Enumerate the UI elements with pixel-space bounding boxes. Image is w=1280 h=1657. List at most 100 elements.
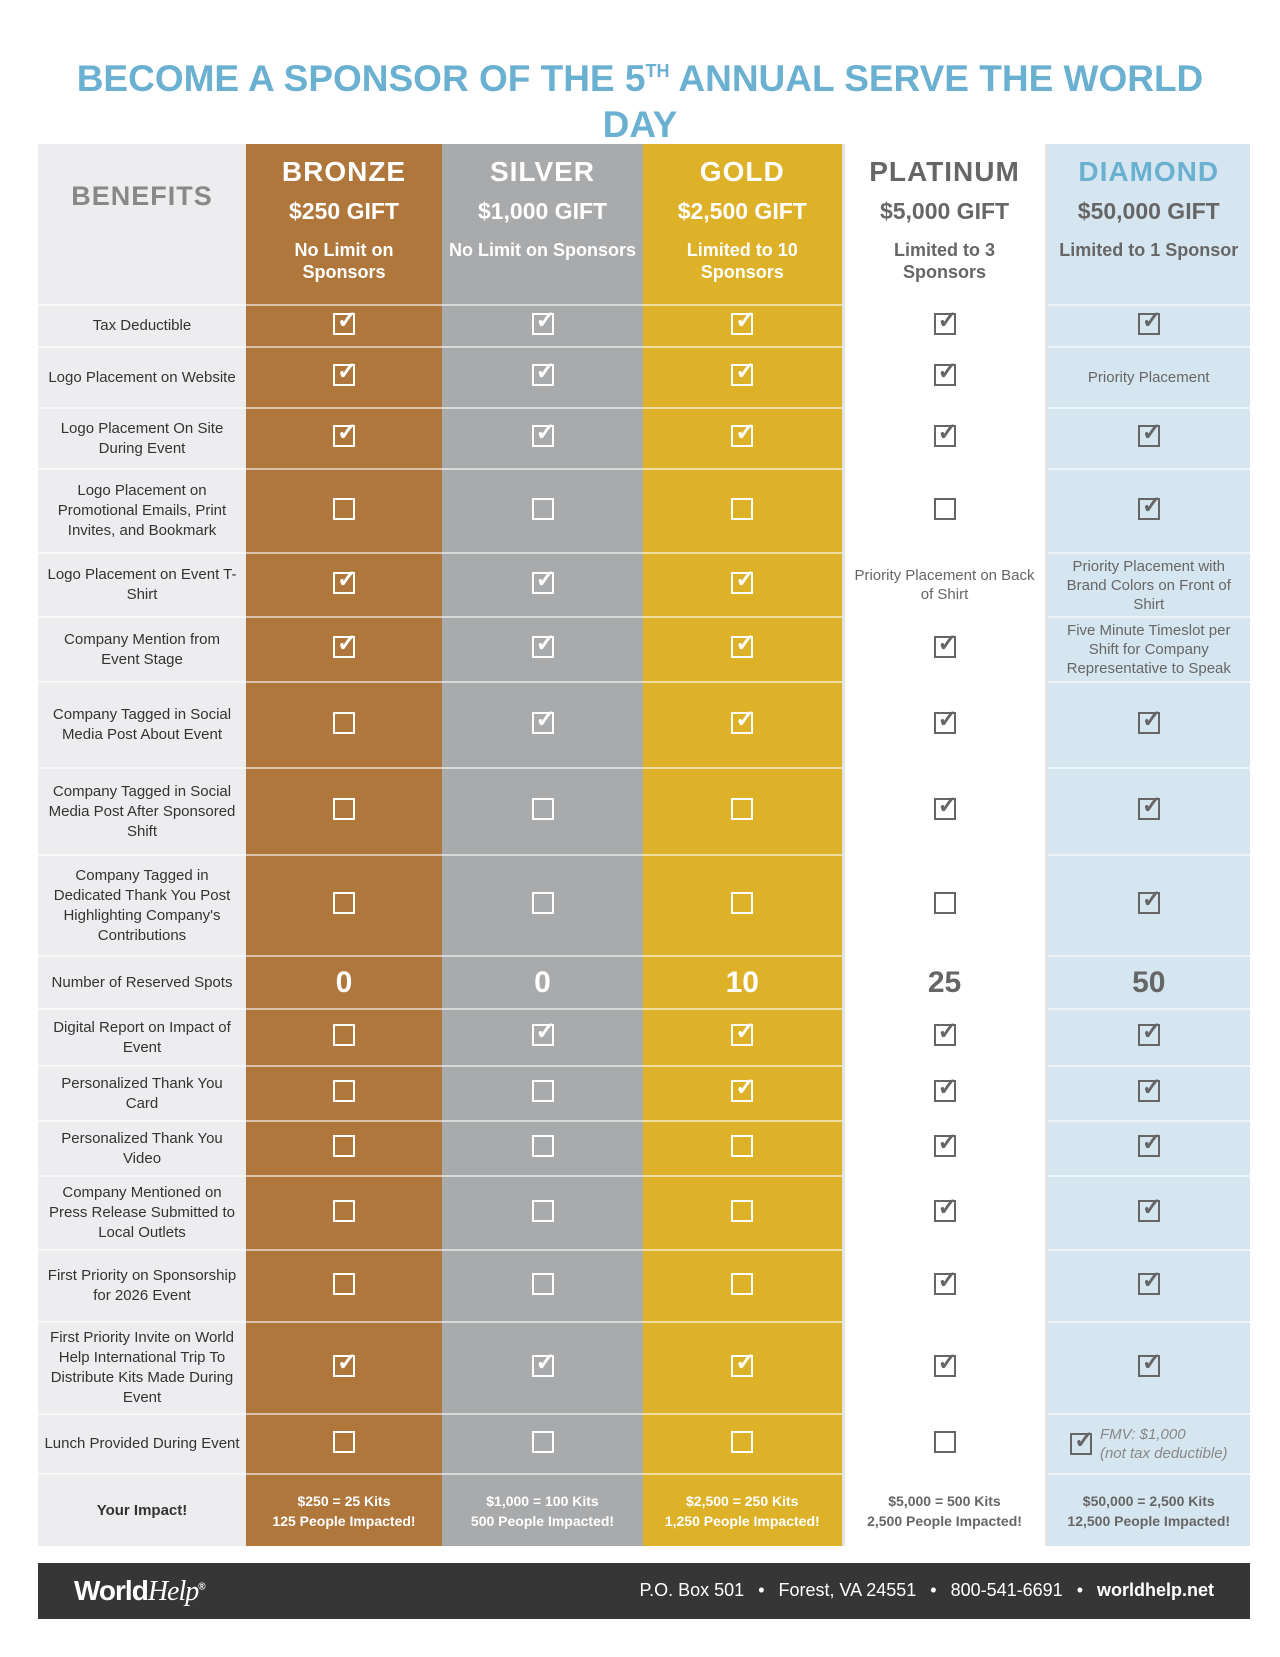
cell-platinum: [841, 854, 1048, 956]
checked-box-icon: ✓: [1137, 493, 1162, 520]
cell-bronze: [246, 1065, 442, 1121]
cell-silver: [442, 767, 643, 855]
cell-diamond: ✓: [1046, 1321, 1250, 1414]
checked-box-icon: ✓: [731, 360, 755, 386]
checked-box-icon: ✓: [1137, 888, 1162, 914]
reserved-spots: 0: [335, 965, 353, 999]
benefit-label: Company Mentioned on Press Release Submi…: [38, 1175, 246, 1250]
checked-box-icon: ✓: [333, 421, 357, 447]
table-row: Logo Placement on Website ✓ ✓ ✓ ✓ Priority Pl…: [38, 346, 1250, 408]
checked-box-icon: ✓: [933, 1131, 958, 1157]
cell-platinum: [841, 468, 1048, 553]
cell-gold: ✓: [643, 552, 843, 617]
cell-bronze: ✓: [246, 304, 442, 347]
empty-box-icon: [531, 1199, 554, 1222]
checked-box-icon: ✓: [531, 421, 556, 447]
cell-gold: ✓: [643, 407, 843, 469]
checked-box-icon: ✓: [1137, 1350, 1162, 1377]
empty-box-icon: [531, 497, 554, 520]
tier-header-platinum: PLATINUM $5,000 GIFT Limited to 3 Sponso…: [841, 144, 1048, 305]
cell-platinum: ✓: [841, 681, 1048, 768]
table-row: Logo Placement on Event T-Shirt ✓ ✓ ✓ Priori…: [38, 552, 1250, 617]
empty-box-icon: [731, 892, 754, 914]
tier-header-diamond: DIAMOND $50,000 GIFT Limited to 1 Sponso…: [1046, 144, 1250, 305]
table-row: Company Tagged in Social Media Post Afte…: [38, 767, 1250, 855]
cell-bronze: [246, 1008, 442, 1066]
website-link[interactable]: worldhelp.net: [1097, 1580, 1214, 1600]
checked-box-icon: ✓: [1137, 1076, 1162, 1102]
cell-bronze: ✓: [246, 407, 442, 469]
checked-box-icon: ✓: [1137, 794, 1162, 820]
address: P.O. Box 501: [639, 1580, 745, 1600]
cell-gold: ✓: [643, 1321, 843, 1414]
tier-header-gold: GOLD $2,500 GIFT Limited to 10 Sponsors: [643, 144, 843, 305]
checked-box-icon: ✓: [933, 794, 958, 820]
cell-gold: 10: [643, 955, 843, 1009]
tier-gift: $250 GIFT: [289, 198, 399, 224]
cell-bronze: [246, 1413, 442, 1474]
tier-limit: Limited to 10 Sponsors: [686, 240, 798, 282]
cell-platinum: ✓: [841, 407, 1048, 469]
cell-platinum: ✓: [841, 1008, 1048, 1066]
fmv-note: (not tax deductible): [1099, 1445, 1228, 1462]
impact-bronze: $250 = 25 Kits 125 People Impacted!: [246, 1473, 442, 1546]
cell-silver: 0: [442, 955, 643, 1009]
cell-gold: [643, 1120, 843, 1176]
checked-box-icon: ✓: [333, 360, 357, 386]
phone: 800-541-6691: [950, 1580, 1063, 1600]
cell-diamond: Priority Placement with Brand Colors on …: [1046, 552, 1250, 617]
cell-bronze: [246, 1120, 442, 1176]
checked-box-icon: ✓: [731, 632, 755, 658]
checked-box-icon: ✓: [333, 567, 357, 594]
cell-gold: [643, 854, 843, 956]
cell-silver: ✓: [442, 681, 643, 768]
empty-box-icon: [731, 1430, 754, 1453]
cell-diamond: ✓: [1046, 407, 1250, 469]
checked-box-icon: ✓: [531, 308, 556, 335]
cell-diamond: 50: [1046, 955, 1250, 1009]
tier-name: SILVER: [489, 156, 596, 187]
cell-platinum: ✓: [841, 1321, 1048, 1414]
tier-name: BRONZE: [281, 156, 407, 187]
cell-bronze: [246, 1175, 442, 1250]
checked-box-icon: ✓: [933, 1020, 958, 1046]
cell-diamond: ✓: [1046, 304, 1250, 347]
cell-gold: ✓: [643, 346, 843, 408]
empty-box-icon: [933, 497, 956, 520]
cell-bronze: [246, 468, 442, 553]
checked-box-icon: ✓: [731, 567, 755, 594]
benefit-text: Priority Placement on Back of Shirt: [854, 567, 1035, 603]
checked-box-icon: ✓: [933, 632, 958, 658]
benefit-label: Logo Placement on Event T-Shirt: [38, 552, 246, 617]
table-row: Digital Report on Impact of Event ✓ ✓ ✓ ✓: [38, 1008, 1250, 1066]
empty-box-icon: [333, 798, 355, 820]
cell-bronze: ✓: [246, 1321, 442, 1414]
tier-name: GOLD: [699, 156, 785, 187]
cell-gold: ✓: [643, 681, 843, 768]
checked-box-icon: ✓: [933, 1195, 958, 1222]
tier-gift: $2,500 GIFT: [677, 198, 807, 224]
empty-box-icon: [333, 892, 355, 914]
checked-box-icon: ✓: [1137, 1131, 1162, 1157]
table-row: Company Mention from Event Stage ✓ ✓ ✓ ✓ Five…: [38, 616, 1250, 682]
benefit-label: Company Tagged in Dedicated Thank You Po…: [38, 854, 246, 956]
empty-box-icon: [531, 892, 554, 914]
cell-silver: ✓: [442, 552, 643, 617]
checked-box-icon: ✓: [933, 707, 958, 734]
cell-silver: ✓: [442, 407, 643, 469]
checked-box-icon: ✓: [531, 360, 556, 386]
empty-box-icon: [333, 1272, 355, 1295]
empty-box-icon: [333, 1080, 355, 1102]
cell-silver: [442, 1065, 643, 1121]
table-row: Company Tagged in Social Media Post Abou…: [38, 681, 1250, 768]
checked-box-icon: ✓: [731, 1350, 755, 1377]
empty-box-icon: [333, 1135, 355, 1157]
tier-header-bronze: BRONZE $250 GIFT No Limit on Sponsors: [246, 144, 442, 305]
checked-box-icon: ✓: [1137, 1195, 1162, 1222]
cell-bronze: ✓: [246, 552, 442, 617]
cell-silver: [442, 1120, 643, 1176]
reserved-spots: 50: [1132, 965, 1166, 999]
tier-name: PLATINUM: [869, 156, 1020, 187]
checked-box-icon: ✓: [933, 1076, 958, 1102]
benefit-text: Priority Placement with Brand Colors on …: [1066, 557, 1231, 613]
